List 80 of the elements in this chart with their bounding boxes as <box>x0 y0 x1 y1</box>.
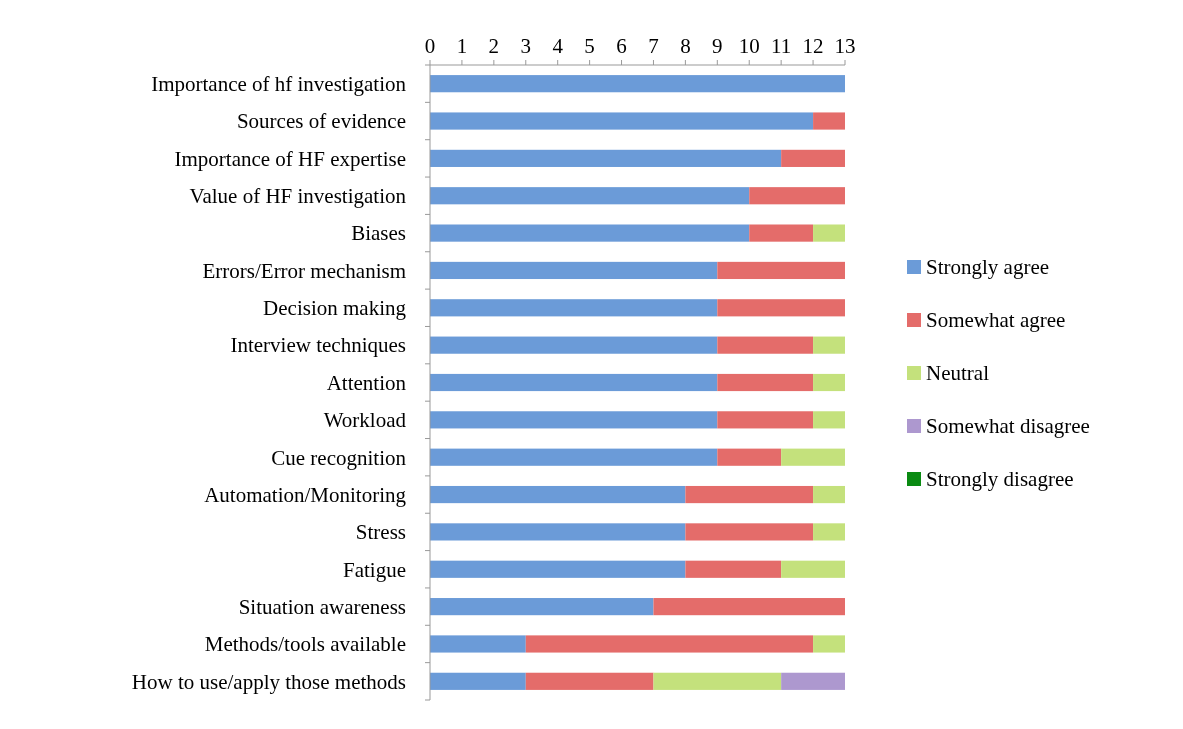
y-tick-label: Stress <box>355 520 406 545</box>
bar <box>653 672 782 690</box>
bar <box>717 411 814 429</box>
bar <box>813 635 845 653</box>
y-tick-label: Workload <box>323 408 407 433</box>
x-tick-label: 2 <box>488 34 500 58</box>
y-tick-label: Value of HF investigation <box>189 184 407 209</box>
bar <box>781 448 845 466</box>
y-tick-label: Automation/Monitoring <box>204 482 407 507</box>
bar <box>749 187 845 205</box>
x-tick-label: 3 <box>520 34 532 58</box>
bar <box>430 261 718 280</box>
bar <box>813 411 845 429</box>
x-tick-label: 13 <box>834 34 856 58</box>
legend-label: Neutral <box>926 361 990 386</box>
y-tick-label: Fatigue <box>343 557 406 582</box>
bar <box>813 373 845 392</box>
y-tick-label: How to use/apply those methods <box>131 669 406 694</box>
y-tick-label: Cue recognition <box>271 445 407 470</box>
legend-label: Strongly agree <box>926 255 1050 280</box>
x-tick-label: 10 <box>738 34 760 58</box>
bar <box>717 261 845 280</box>
bar <box>781 672 845 690</box>
bar <box>813 112 845 130</box>
x-tick-label: 4 <box>552 34 564 58</box>
bar <box>813 224 845 242</box>
bar <box>430 224 750 242</box>
bar <box>430 187 750 205</box>
x-tick-label: 11 <box>771 34 792 58</box>
bar <box>685 523 814 541</box>
bar <box>430 299 718 317</box>
bar <box>430 598 654 616</box>
bar <box>525 635 814 653</box>
bar <box>717 336 814 354</box>
legend-label: Somewhat disagree <box>926 414 1090 439</box>
x-tick-label: 6 <box>616 34 627 58</box>
x-tick-label: 0 <box>424 34 436 58</box>
x-tick-label: 8 <box>680 34 691 58</box>
y-tick-label: Sources of evidence <box>236 109 406 134</box>
bar <box>717 373 814 392</box>
x-tick-label: 7 <box>648 34 659 58</box>
x-tick-label: 1 <box>456 34 468 58</box>
x-tick-label: 5 <box>584 34 595 58</box>
x-tick-label: 12 <box>802 34 824 58</box>
y-tick-label: Interview techniques <box>230 333 406 358</box>
bar <box>430 635 526 653</box>
bar <box>430 560 686 578</box>
y-tick-label: Attention <box>326 370 407 395</box>
bar <box>430 75 845 93</box>
legend-label: Strongly disagree <box>926 467 1074 492</box>
bar <box>653 598 845 616</box>
bar <box>430 373 718 392</box>
y-tick-label: Errors/Error mechanism <box>202 258 406 283</box>
bar <box>813 485 845 504</box>
y-tick-label: Decision making <box>263 296 407 321</box>
bar <box>813 523 845 541</box>
legend-label: Somewhat agree <box>926 308 1066 333</box>
bar <box>430 485 686 504</box>
bar <box>430 112 814 130</box>
y-tick-label: Importance of hf investigation <box>151 72 407 97</box>
bar <box>525 672 654 690</box>
bar <box>430 336 718 354</box>
bar <box>813 336 845 354</box>
y-tick-label: Situation awareness <box>238 594 406 619</box>
bar <box>717 448 782 466</box>
y-tick-label: Importance of HF expertise <box>174 146 406 171</box>
y-tick-label: Biases <box>351 221 406 246</box>
bar <box>685 560 782 578</box>
bar <box>781 149 845 167</box>
bar <box>430 672 526 690</box>
bar <box>430 523 686 541</box>
bar <box>430 411 718 429</box>
bar <box>685 485 814 504</box>
bar <box>430 448 718 466</box>
x-tick-label: 9 <box>712 34 723 58</box>
bar <box>749 224 814 242</box>
bar <box>781 560 845 578</box>
y-tick-label: Methods/tools available <box>204 632 406 657</box>
bar <box>430 149 782 167</box>
bar <box>717 299 845 317</box>
